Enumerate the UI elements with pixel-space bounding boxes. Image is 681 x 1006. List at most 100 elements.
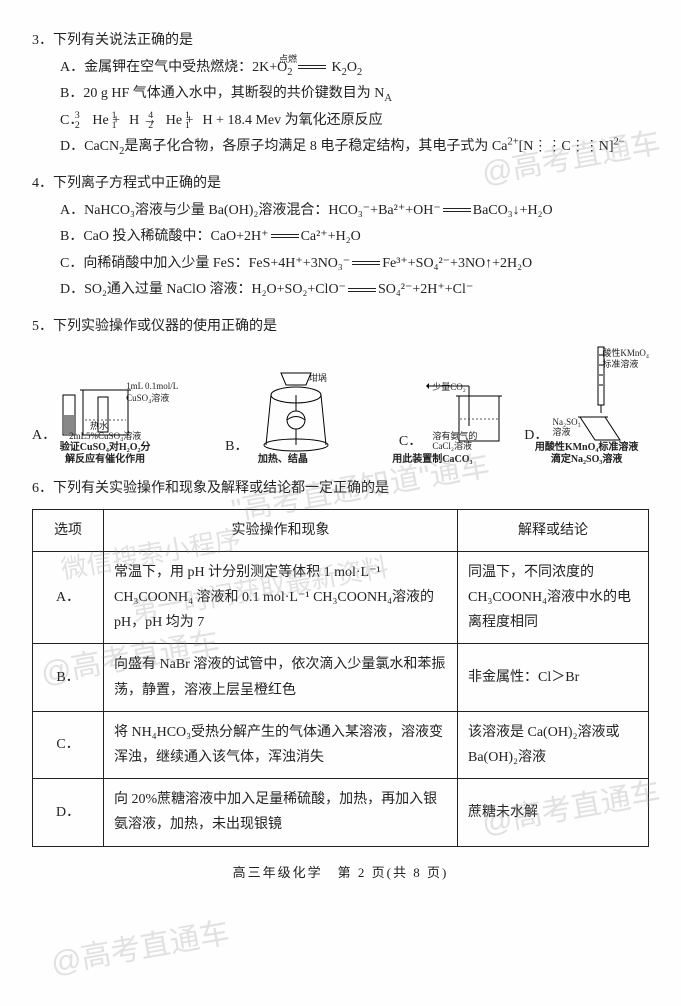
q4-stem: 4．下列离子方程式中正确的是 (32, 171, 649, 198)
caption: 验证CuSO₄对H₂O₂分 (60, 442, 151, 454)
sup: 2− (614, 137, 625, 148)
text: 是离子化合物，各原子均满足 8 电子稳定结构，其电子式为 Ca (124, 139, 507, 154)
label: 溶液 (552, 427, 580, 438)
caption: 解反应有催化作用 (65, 454, 145, 466)
cell-key: C． (33, 711, 104, 778)
eq-sign (271, 234, 299, 235)
caption: 用此装置制CaCO₃ (392, 454, 472, 466)
label: 坩埚 (309, 373, 327, 384)
q6-stem: 6．下列有关实验操作和现象及解释或结论都一定正确的是 (32, 476, 649, 503)
nuclide-z: 2 (87, 121, 89, 131)
label: 酸性KMnO₄ (602, 348, 649, 359)
table-row: A． 常温下，用 pH 计分别测定等体积 1 mol·L⁻¹ CH₃COONH₄… (33, 551, 649, 644)
option-label: A． (32, 428, 56, 445)
cell-res: 蔗糖未水解 (458, 779, 649, 846)
text: BaCO₃↓+H₂O (473, 203, 553, 218)
watermark: @高考直通车 (46, 905, 234, 992)
label: 溶有氨气的 (432, 431, 477, 442)
option-label: C． (399, 434, 422, 451)
text: SO₄²⁻+2H⁺+Cl⁻ (378, 282, 473, 297)
q3-option-a: A．金属钾在空气中受热燃烧：2K+O2 点燃 K2O2 (53, 55, 649, 82)
sub: A (384, 93, 392, 104)
sub: 2 (357, 66, 362, 77)
col-result: 解释或结论 (458, 509, 649, 551)
nuclide-z: 1 (197, 121, 199, 131)
nuclide-mass: 3 (87, 111, 89, 121)
text: [N⋮⋮C⋮⋮N] (519, 139, 614, 154)
eq-sign (443, 208, 471, 209)
question-3: 3．下列有关说法正确的是 A．金属钾在空气中受热燃烧：2K+O2 点燃 K2O2… (32, 28, 649, 161)
nuclide-z: 1 (124, 121, 126, 131)
eq-sign (348, 288, 376, 289)
nuclide-mass: 1 (124, 111, 126, 121)
cell-key: B． (33, 644, 104, 711)
label: 标准溶液 (602, 359, 649, 370)
label: 少量CO₂ (432, 382, 466, 393)
q3-stem: 3．下列有关说法正确的是 (32, 28, 649, 55)
text: C．向稀硝酸中加入少量 FeS：FeS+4H⁺+3NO₃⁻ (60, 256, 350, 271)
question-4: 4．下列离子方程式中正确的是 A．NaHCO₃溶液与少量 Ba(OH)₂溶液混合… (32, 171, 649, 304)
eq-arrow (298, 65, 326, 66)
text: K (331, 60, 341, 75)
text: A．NaHCO₃溶液与少量 Ba(OH)₂溶液混合：HCO₃⁻+Ba²⁺+OH⁻ (60, 203, 441, 218)
label: 热水 (90, 421, 108, 432)
table-header-row: 选项 实验操作和现象 解释或结论 (33, 509, 649, 551)
table-row: C． 将 NH₄HCO₃受热分解产生的气体通入某溶液，溶液变浑浊，继续通入该气体… (33, 711, 649, 778)
page-footer: 高三年级化学 第 2 页(共 8 页) (32, 861, 649, 886)
q5-diagram-c: C． 少量CO₂ 溶有氨气的 CaCl₂溶液 用此装置制CaCO₃ (387, 371, 477, 467)
text: Ca²⁺+H₂O (301, 229, 361, 244)
q4-option-c: C．向稀硝酸中加入少量 FeS：FeS+4H⁺+3NO₃⁻ Fe³⁺+SO₄²⁻+… (53, 251, 649, 278)
sup: 2+ (507, 137, 518, 148)
cell-res: 非金属性：Cl＞Br (458, 644, 649, 711)
cell-res: 该溶液是 Ca(OH)₂溶液或 Ba(OH)₂溶液 (458, 711, 649, 778)
q3-option-c: C． 32 He + 11 H → 42 He + 11 H + 18.4 Me… (53, 108, 649, 135)
text: D．SO₂通入过量 NaClO 溶液：H₂O+SO₂+ClO⁻ (60, 282, 346, 297)
nuclide-z: 2 (160, 121, 162, 131)
apparatus-b-icon (251, 365, 341, 455)
label: 2mL5%CuSO₄溶液 (69, 431, 141, 442)
q5-diagrams: A． 1mL 0.1mol/L CuSO₄溶液 热水 2mL5%CuSO₄溶液 … (32, 345, 649, 467)
caption: 用酸性KMnO₄标准溶液 (535, 442, 639, 454)
text: Fe³⁺+SO₄²⁻+3NO↑+2H₂O (382, 256, 532, 271)
text: O (347, 60, 357, 75)
q6-table: 选项 实验操作和现象 解释或结论 A． 常温下，用 pH 计分别测定等体积 1 … (32, 509, 649, 847)
label: Na₂SO₃ (552, 417, 580, 428)
caption: 滴定Na₂SO₃溶液 (551, 454, 623, 466)
q5-diagram-d: D． 酸性KMnO₄ 标准溶液 Na₂SO₃ 溶液 (524, 345, 649, 467)
text: A．金属钾在空气中受热燃烧：2K+O (60, 60, 287, 75)
label: CaCl₂溶液 (432, 441, 477, 452)
q4-option-b: B．CaO 投入稀硫酸中：CaO+2H⁺ Ca²⁺+H₂O (53, 224, 649, 251)
nuclide-mass: 4 (160, 111, 162, 121)
cell-op: 向盛有 NaBr 溶液的试管中，依次滴入少量氯水和苯振荡，静置，溶液上层呈橙红色 (104, 644, 458, 711)
table-row: D． 向 20%蔗糖溶液中加入足量稀硫酸，加热，再加入银氨溶液，加热，未出现银镜… (33, 779, 649, 846)
q3-option-d: D．CaCN2是离子化合物，各原子均满足 8 电子稳定结构，其电子式为 Ca2+… (53, 134, 649, 161)
cell-res: 同温下，不同浓度的 CH₃COONH₄溶液中水的电离程度相同 (458, 551, 649, 644)
col-option: 选项 (33, 509, 104, 551)
q3-option-b: B．20 g HF 气体通入水中，其断裂的共价键数目为 NA (53, 81, 649, 108)
question-5: 5．下列实验操作或仪器的使用正确的是 A． 1mL 0.1mol/L CuSO₄… (32, 314, 649, 466)
text: D．CaCN (60, 139, 119, 154)
table-row: B． 向盛有 NaBr 溶液的试管中，依次滴入少量氯水和苯振荡，静置，溶液上层呈… (33, 644, 649, 711)
q5-diagram-b: B． 坩埚 加热、结晶 (225, 365, 340, 466)
nuclide-mass: 1 (197, 111, 199, 121)
cell-op: 常温下，用 pH 计分别测定等体积 1 mol·L⁻¹ CH₃COONH₄ 溶液… (104, 551, 458, 644)
q4-option-a: A．NaHCO₃溶液与少量 Ba(OH)₂溶液混合：HCO₃⁻+Ba²⁺+OH⁻… (53, 198, 649, 225)
cell-key: D． (33, 779, 104, 846)
eq-sign (352, 261, 380, 262)
text: B．20 g HF 气体通入水中，其断裂的共价键数目为 N (60, 86, 384, 101)
text: H + 18.4 Mev 为氧化还原反应 (202, 113, 382, 128)
option-label: B． (225, 439, 248, 456)
cell-op: 将 NH₄HCO₃受热分解产生的气体通入某溶液，溶液变浑浊，继续通入该气体，浑浊… (104, 711, 458, 778)
cell-op: 向 20%蔗糖溶液中加入足量稀硫酸，加热，再加入银氨溶液，加热，未出现银镜 (104, 779, 458, 846)
sub: 2 (287, 66, 292, 77)
text: B．CaO 投入稀硫酸中：CaO+2H⁺ (60, 229, 269, 244)
q5-stem: 5．下列实验操作或仪器的使用正确的是 (32, 314, 649, 341)
col-operation: 实验操作和现象 (104, 509, 458, 551)
caption: 加热、结晶 (258, 454, 308, 466)
label: 1mL 0.1mol/L (126, 381, 178, 393)
cell-key: A． (33, 551, 104, 644)
question-6: 6．下列有关实验操作和现象及解释或结论都一定正确的是 选项 实验操作和现象 解释… (32, 476, 649, 846)
q5-diagram-a: A． 1mL 0.1mol/L CuSO₄溶液 热水 2mL5%CuSO₄溶液 … (32, 375, 178, 467)
q4-option-d: D．SO₂通入过量 NaClO 溶液：H₂O+SO₂+ClO⁻ SO₄²⁻+2H⁺… (53, 277, 649, 304)
label: CuSO₄溶液 (126, 393, 178, 405)
